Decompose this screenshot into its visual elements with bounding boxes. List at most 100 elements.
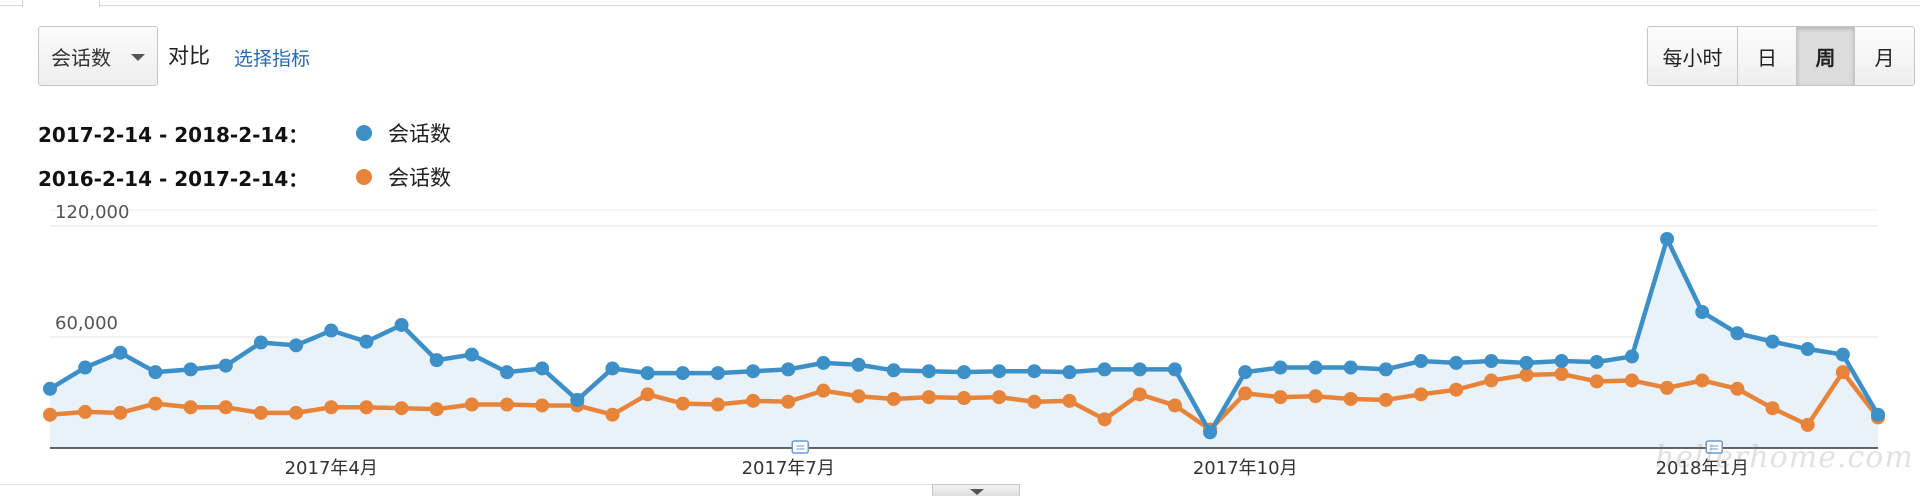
- data-point: [78, 404, 93, 419]
- data-point: [992, 390, 1007, 405]
- data-point: [324, 400, 339, 415]
- chart-expand-handle[interactable]: [932, 484, 1020, 496]
- data-point: [1167, 362, 1182, 377]
- data-point: [1660, 380, 1675, 395]
- data-point: [78, 360, 93, 375]
- x-tick-label: 2017年10月: [1193, 458, 1298, 479]
- compare-label: 对比: [168, 44, 210, 68]
- metric-select[interactable]: 会话数: [38, 26, 158, 86]
- granularity-week-button[interactable]: 周: [1797, 27, 1855, 85]
- metric-select-value: 会话数: [51, 45, 111, 70]
- chevron-down-icon: [131, 54, 145, 61]
- data-point: [464, 397, 479, 412]
- data-point: [1343, 391, 1358, 406]
- data-point: [957, 365, 971, 380]
- data-point: [359, 400, 374, 415]
- data-point: [1378, 362, 1393, 377]
- data-point: [675, 366, 690, 381]
- legend-range-previous: 2016-2-14 - 2017-2-14：: [38, 166, 309, 191]
- annotation-icon: [1705, 440, 1723, 454]
- data-point: [1800, 417, 1815, 432]
- data-point: [1835, 365, 1850, 380]
- data-point: [710, 397, 725, 412]
- data-point: [1554, 367, 1569, 381]
- legend-dot-previous: [356, 169, 372, 185]
- annotation-icon: [791, 440, 809, 454]
- data-point: [148, 365, 163, 380]
- data-point: [675, 396, 690, 411]
- data-point: [1203, 425, 1218, 440]
- data-point: [148, 396, 163, 411]
- data-point: [113, 405, 128, 420]
- data-point: [957, 391, 971, 406]
- data-point: [1519, 367, 1534, 382]
- data-point: [429, 353, 444, 368]
- data-point: [253, 405, 268, 420]
- x-tick-label: 2017年7月: [742, 458, 835, 479]
- data-point: [289, 405, 304, 420]
- data-point: [1484, 373, 1499, 388]
- data-point: [1624, 349, 1639, 364]
- top-border: [0, 0, 1920, 6]
- x-tick-label: 2017年4月: [285, 458, 378, 479]
- data-point: [640, 387, 655, 402]
- granularity-hourly-button[interactable]: 每小时: [1648, 27, 1738, 85]
- active-tab-edge: [22, 0, 100, 7]
- data-point: [1097, 412, 1112, 427]
- data-point: [746, 393, 761, 408]
- data-point: [851, 389, 866, 404]
- series-area-fill: [50, 238, 1878, 448]
- data-point: [570, 392, 585, 407]
- x-tick-label: 2018年1月: [1656, 458, 1749, 479]
- sessions-line-chart: 120,000 60,000 2017年4月 2017年7月 2017年10月 2018年…: [43, 202, 1885, 479]
- data-point: [605, 407, 620, 422]
- data-point: [1624, 373, 1639, 388]
- data-point: [394, 317, 409, 332]
- data-point: [921, 364, 936, 379]
- data-point: [218, 358, 233, 373]
- y-tick-label: 60,000: [55, 313, 118, 334]
- data-point: [1660, 231, 1675, 246]
- data-point: [781, 362, 796, 377]
- data-point: [1589, 354, 1604, 369]
- data-point: [1378, 392, 1393, 407]
- data-point: [1871, 407, 1885, 422]
- data-point: [1695, 373, 1710, 388]
- data-point: [816, 355, 831, 370]
- data-point: [43, 381, 57, 396]
- data-point: [253, 335, 268, 350]
- data-point: [1027, 364, 1042, 379]
- data-point: [886, 391, 901, 406]
- data-point: [1589, 374, 1604, 389]
- data-point: [1519, 355, 1534, 370]
- data-point: [359, 334, 374, 349]
- data-point: [394, 401, 409, 416]
- data-point: [183, 362, 198, 377]
- data-point: [464, 347, 479, 362]
- select-metric-link[interactable]: 选择指标: [234, 48, 311, 70]
- granularity-day-button[interactable]: 日: [1738, 27, 1797, 85]
- y-tick-label: 120,000: [55, 202, 129, 223]
- data-point: [1308, 389, 1323, 404]
- data-point: [1695, 305, 1710, 320]
- legend-entry-current: 2017-2-14 - 2018-2-14： 会话数: [38, 118, 451, 148]
- data-point: [1343, 360, 1358, 375]
- data-point: [500, 397, 514, 412]
- data-point: [1835, 347, 1850, 362]
- data-point: [1062, 393, 1077, 408]
- data-point: [535, 361, 550, 376]
- legend-range-current: 2017-2-14 - 2018-2-14：: [38, 122, 309, 147]
- data-point: [500, 365, 514, 380]
- data-point: [1132, 362, 1147, 377]
- legend-series-name-current: 会话数: [388, 122, 451, 146]
- data-point: [1414, 354, 1428, 369]
- data-point: [1097, 362, 1112, 377]
- data-point: [710, 366, 725, 381]
- data-point: [183, 400, 198, 415]
- data-point: [851, 357, 866, 372]
- granularity-month-button[interactable]: 月: [1855, 27, 1914, 85]
- watermark: hellerhome.com: [1655, 440, 1914, 475]
- data-point: [1167, 398, 1182, 413]
- data-point: [1765, 334, 1780, 349]
- triangle-down-icon: [970, 489, 984, 495]
